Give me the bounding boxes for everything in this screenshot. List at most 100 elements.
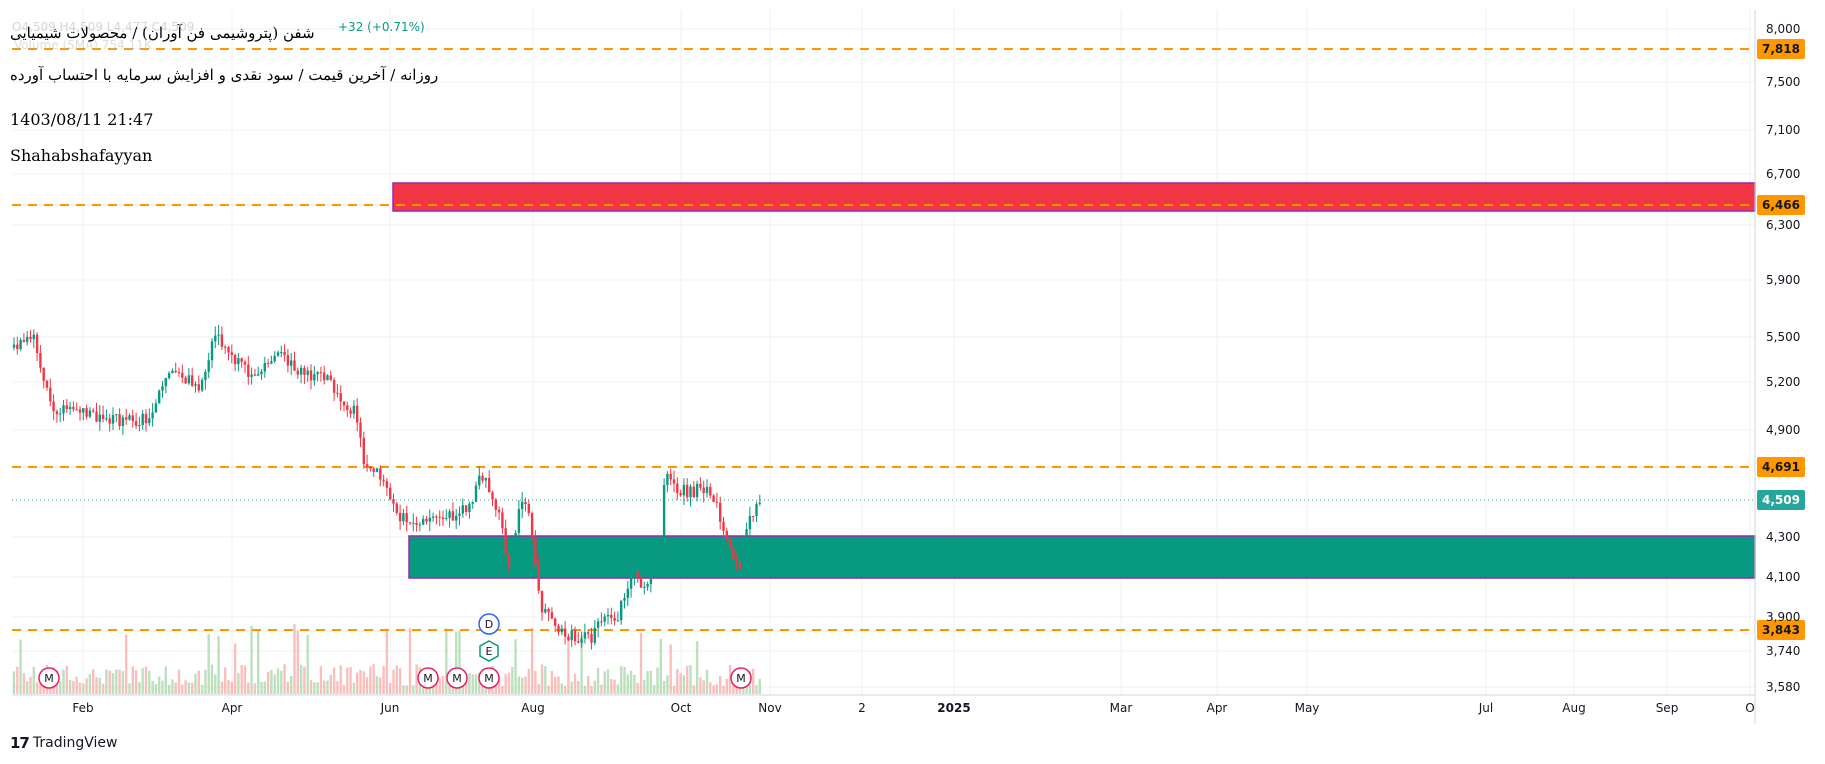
candle-body — [484, 478, 488, 481]
event-marker-m — [730, 667, 752, 689]
volume-bar — [497, 678, 501, 694]
candle-body — [676, 483, 679, 494]
price-level-badge — [1757, 195, 1805, 215]
candle-body — [405, 513, 408, 523]
y-tick-label: 6,700 — [1766, 167, 1800, 181]
volume-bar — [511, 667, 514, 694]
candle-body — [629, 576, 633, 589]
volume-bar — [672, 685, 676, 694]
candle-body — [451, 511, 455, 521]
volume-bar — [346, 667, 349, 694]
volume-bar — [398, 668, 402, 694]
volume-bar — [438, 677, 441, 694]
volume-bar — [613, 679, 616, 694]
volume-bar — [662, 681, 666, 694]
volume-bar — [441, 675, 445, 694]
candle-body — [151, 412, 154, 419]
volume-bar — [705, 669, 709, 694]
candle-body — [398, 512, 402, 522]
tradingview-logo[interactable]: 17 TradingView — [10, 734, 117, 752]
volume-bar — [758, 678, 761, 694]
volume-bar — [293, 624, 296, 694]
volume-bar — [92, 669, 95, 694]
candle-body — [306, 370, 309, 375]
volume-bar — [577, 680, 580, 694]
volume-bar — [65, 665, 68, 694]
price-level-badge-label: 3,843 — [1762, 623, 1800, 637]
volume-bar — [187, 682, 191, 694]
volume-bar — [728, 664, 732, 694]
candle-body — [415, 522, 418, 526]
volume-bar — [164, 666, 167, 694]
volume-bar — [583, 685, 587, 694]
candle-body — [580, 638, 583, 643]
volume-bar — [263, 681, 266, 694]
volume-bar — [194, 673, 197, 694]
candle-body — [418, 524, 422, 526]
candle-body — [755, 504, 758, 517]
volume-bar — [316, 682, 319, 694]
volume-bar — [342, 684, 346, 694]
volume-bar — [273, 674, 276, 694]
candle-body — [273, 355, 276, 362]
candle-body — [659, 537, 662, 548]
volume-bar — [151, 680, 154, 694]
y-tick-label: 7,500 — [1766, 75, 1800, 89]
volume-bar — [220, 681, 224, 694]
candle-body — [458, 513, 461, 516]
volume-bar — [339, 665, 342, 694]
volume-bar — [656, 667, 659, 694]
candle-body — [101, 414, 105, 420]
price-change: +32 (+0.71%) — [338, 20, 425, 34]
volume-bar — [35, 682, 39, 694]
x-tick-label: Jun — [380, 701, 400, 715]
volume-bar — [22, 673, 26, 694]
chart-datetime: 1403/08/11 21:47 — [10, 110, 154, 129]
volume-bar — [402, 685, 405, 694]
volume-bar — [616, 684, 620, 694]
price-level-badge-label: 6,466 — [1762, 198, 1800, 212]
candle-body — [732, 548, 735, 560]
candle-body — [339, 393, 342, 402]
candle-body — [461, 505, 464, 514]
candle-body — [336, 392, 339, 394]
price-level-badge — [1757, 39, 1805, 59]
volume-bar — [283, 664, 286, 694]
candle-body — [504, 528, 507, 554]
y-tick-label: 8,000 — [1766, 22, 1800, 36]
candle-body — [293, 360, 296, 371]
candle-body — [616, 620, 620, 622]
candle-body — [497, 509, 501, 513]
volume-bar — [600, 684, 603, 694]
volume-bar — [451, 685, 455, 694]
candle-body — [554, 618, 557, 626]
y-tick-label: 7,100 — [1766, 123, 1800, 137]
volume-bar — [303, 666, 306, 694]
volume-bar — [606, 669, 610, 694]
volume-bar — [75, 676, 78, 694]
candle-body — [550, 612, 554, 619]
candle-body — [296, 370, 299, 375]
candle-body — [174, 370, 177, 373]
x-tick-label: May — [1295, 701, 1320, 715]
volume-bar — [39, 683, 42, 694]
volume-bar — [521, 677, 524, 694]
volume-bar — [125, 634, 128, 694]
candle-body — [154, 403, 158, 413]
x-tick-label: Apr — [1207, 701, 1228, 715]
candle-body — [643, 586, 646, 588]
candle-body — [468, 503, 471, 513]
volume-bar — [573, 673, 577, 694]
volume-bar — [547, 685, 550, 694]
candle-body — [197, 384, 200, 391]
x-tick-label: 2025 — [937, 701, 970, 715]
volume-bar — [537, 683, 540, 694]
volume-bar — [171, 679, 174, 694]
candle-body — [309, 370, 313, 381]
candle-body — [108, 418, 111, 424]
candle-body — [326, 375, 329, 381]
volume-bar — [408, 628, 412, 694]
candle-body — [217, 334, 220, 336]
candle-body — [725, 530, 728, 539]
